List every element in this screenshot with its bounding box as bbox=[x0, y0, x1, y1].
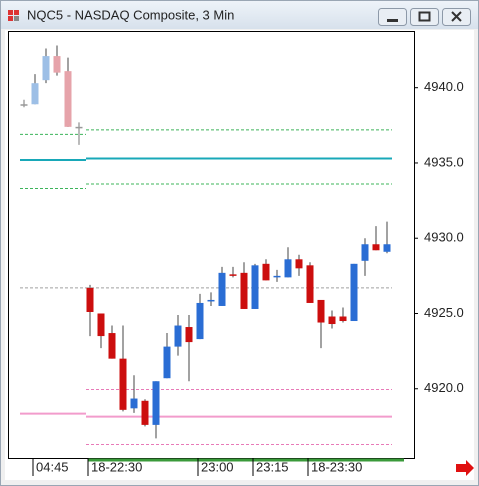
candle-body bbox=[328, 316, 336, 325]
candle-body bbox=[240, 272, 248, 309]
candle-body bbox=[284, 259, 292, 278]
candle-body bbox=[295, 259, 303, 269]
candle-body bbox=[108, 333, 116, 359]
candle-body bbox=[130, 398, 138, 409]
candle-body bbox=[306, 265, 314, 303]
candle-body bbox=[42, 56, 50, 81]
candle-body bbox=[251, 265, 259, 309]
close-button[interactable] bbox=[442, 8, 471, 26]
candle-body bbox=[31, 83, 39, 105]
candle-body bbox=[64, 71, 72, 127]
candle-body bbox=[75, 126, 83, 129]
candle-body bbox=[97, 313, 105, 337]
candle-body bbox=[317, 299, 325, 323]
y-tick-label: 4925.0 bbox=[424, 305, 464, 320]
candle-body bbox=[383, 244, 391, 252]
candle-body bbox=[229, 274, 237, 276]
y-tick-label: 4920.0 bbox=[424, 380, 464, 395]
candle-body bbox=[350, 263, 358, 322]
candle-body bbox=[174, 325, 182, 347]
x-tick-label: 18-22:30 bbox=[91, 459, 142, 474]
x-tick-label: 23:00 bbox=[201, 459, 234, 474]
y-tick-label: 4930.0 bbox=[424, 230, 464, 245]
x-tick-label: 04:45 bbox=[36, 459, 69, 474]
plot-layer bbox=[20, 45, 392, 445]
candle-body bbox=[262, 263, 270, 281]
candle-body bbox=[218, 272, 226, 306]
candle-body bbox=[372, 244, 380, 251]
candle-body bbox=[207, 299, 215, 302]
candle-body bbox=[361, 244, 369, 261]
candle-body bbox=[86, 287, 94, 312]
restore-button[interactable] bbox=[410, 8, 439, 26]
y-tick-label: 4940.0 bbox=[424, 79, 464, 94]
window-title: NQC5 - NASDAQ Composite, 3 Min bbox=[27, 7, 234, 22]
candle-body bbox=[119, 358, 127, 410]
candle-body bbox=[196, 302, 204, 340]
candle-body bbox=[20, 104, 28, 106]
x-tick-label: 18-23:30 bbox=[311, 459, 362, 474]
scroll-arrow[interactable] bbox=[456, 460, 474, 476]
minimize-button[interactable] bbox=[378, 8, 407, 26]
plot-area bbox=[8, 31, 415, 459]
candle-body bbox=[273, 275, 281, 278]
x-tick-label: 23:15 bbox=[256, 459, 289, 474]
candle-body bbox=[185, 327, 193, 343]
app-icon bbox=[8, 10, 19, 21]
y-tick-label: 4935.0 bbox=[424, 154, 464, 169]
candle-body bbox=[339, 316, 347, 322]
candle-body bbox=[152, 381, 160, 425]
candle-body bbox=[163, 346, 171, 379]
candle-body bbox=[53, 56, 61, 73]
candle-body bbox=[141, 400, 149, 425]
